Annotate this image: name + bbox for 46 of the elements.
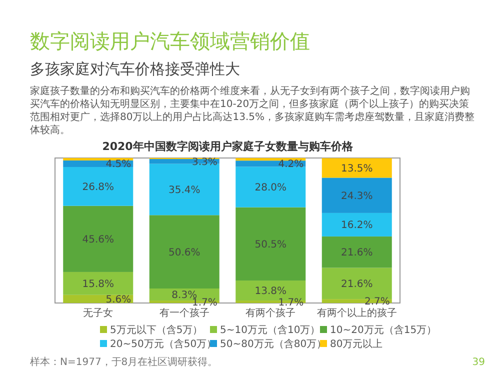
chart-subtitle: 多孩家庭对汽车价格接受弹性大 <box>30 60 240 78</box>
data-label: 13.5% <box>340 163 373 174</box>
bar <box>322 212 392 236</box>
bar <box>322 236 392 268</box>
data-label: 45.6% <box>82 234 114 246</box>
legend-label: 5~10万元（含10万） <box>220 324 320 336</box>
data-label: 50.5% <box>254 239 287 250</box>
data-label: 13.8% <box>254 286 287 298</box>
bar <box>149 159 220 164</box>
data-label: 4.2% <box>278 159 304 170</box>
bar <box>63 206 134 272</box>
bar <box>63 166 134 206</box>
x-tick-label: 有一个孩子 <box>159 307 210 319</box>
legend-label: 5万元以下（含5万） <box>110 324 203 336</box>
data-label: 21.6% <box>340 278 373 290</box>
data-label: 16.2% <box>340 220 373 232</box>
data-label: 15.8% <box>82 278 114 290</box>
text: 2020年中国数字阅读用户家庭子女数量与购车价格 <box>102 140 354 153</box>
data-label: 50.6% <box>168 247 200 258</box>
data-label: 26.8% <box>82 182 114 193</box>
bar <box>236 166 306 208</box>
bar <box>236 158 306 161</box>
bar <box>149 215 220 288</box>
legend-label: 20~50万元（含50万） <box>110 338 217 350</box>
legend-label: 80万元以上 <box>330 338 383 350</box>
data-label: 21.6% <box>340 248 373 259</box>
data-label: 28.0% <box>254 182 287 194</box>
legend-label: 50~80万元（含80万） <box>220 338 327 350</box>
x-tick-label: 有两个孩子 <box>246 307 296 319</box>
data-label: 4.5% <box>106 159 132 170</box>
data-label: 3.3% <box>192 156 218 168</box>
text: 家庭孩子数量的分布和购买汽车的价格两个维度来看，从无子女到有两个孩子之间，数字阅读用户购买汽车的价格认知无明显区别，主要集中在10-20万之间，但多孩家庭（两个以上孩子）的购买决策范围相对更广，选择80万以上的用户占比高达13.5%，多孩家庭购车需考虑座驾数量，且家庭消费整体较高。 <box>30 85 474 136</box>
x-tick-label: 有两个以上的孩子 <box>316 307 397 319</box>
data-label: 35.4% <box>168 184 200 196</box>
text: 样本：N=1977，于8月在社区调研获得。 <box>30 356 218 368</box>
x-tick-label: 无子女 <box>83 307 114 319</box>
bar <box>322 178 392 213</box>
bar <box>322 158 392 178</box>
legend-label: 10~20万元（含15万） <box>330 324 437 336</box>
data-label: 24.3% <box>340 190 373 202</box>
chart-title: 数字阅读用户汽车领域营销价值 <box>30 29 310 53</box>
bar <box>236 207 306 281</box>
text: 39 <box>472 357 485 368</box>
bar <box>63 272 134 295</box>
bar <box>149 164 220 216</box>
data-label: 5.6% <box>106 294 132 306</box>
